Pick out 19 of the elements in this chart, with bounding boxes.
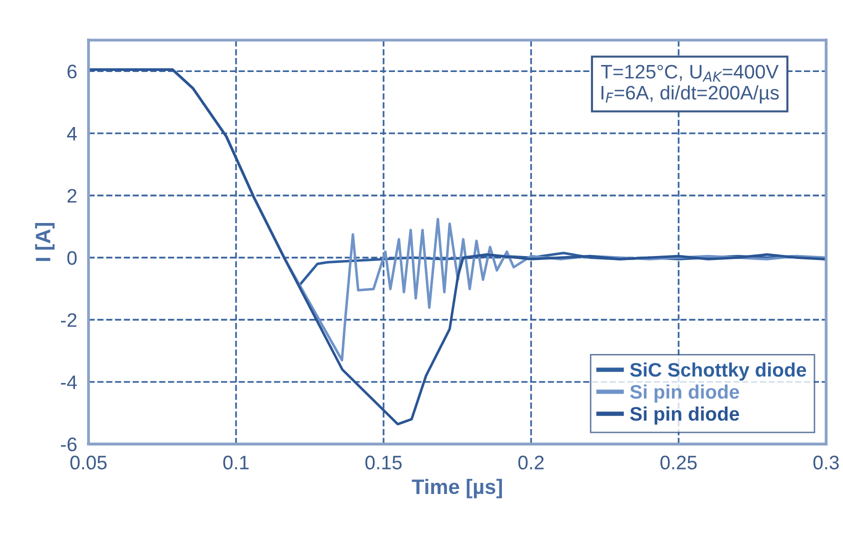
y-tick-label: 4 <box>67 127 77 140</box>
text: T=125°C, U$_{AK}$=400V I$_{F}$=6A, di/dt=200A/µs <box>601 64 779 104</box>
y-tick-label: -6 <box>60 438 77 452</box>
legend-label: Si pin diode <box>630 406 740 425</box>
y-tick-label: -4 <box>60 376 77 389</box>
x-axis-title: Time [µs] <box>412 478 502 498</box>
y-tick-label: 2 <box>68 188 76 203</box>
x-tick-label: 0.25 <box>660 456 697 470</box>
y-tick-label: 6 <box>68 64 77 78</box>
x-tick-label: 0.15 <box>365 456 402 470</box>
y-axis-title: I [A] <box>35 223 55 261</box>
x-tick-label: 0.05 <box>70 456 107 470</box>
x-tick-label: 0.2 <box>518 456 544 470</box>
legend-label: SiC Schottky diode <box>630 362 806 381</box>
legend-label: Si pin diode <box>630 384 740 403</box>
x-tick-label: 0.3 <box>813 456 839 470</box>
y-tick-label: -2 <box>60 313 76 327</box>
y-tick-label: 0 <box>67 251 77 265</box>
x-tick-label: 0.1 <box>223 456 249 470</box>
